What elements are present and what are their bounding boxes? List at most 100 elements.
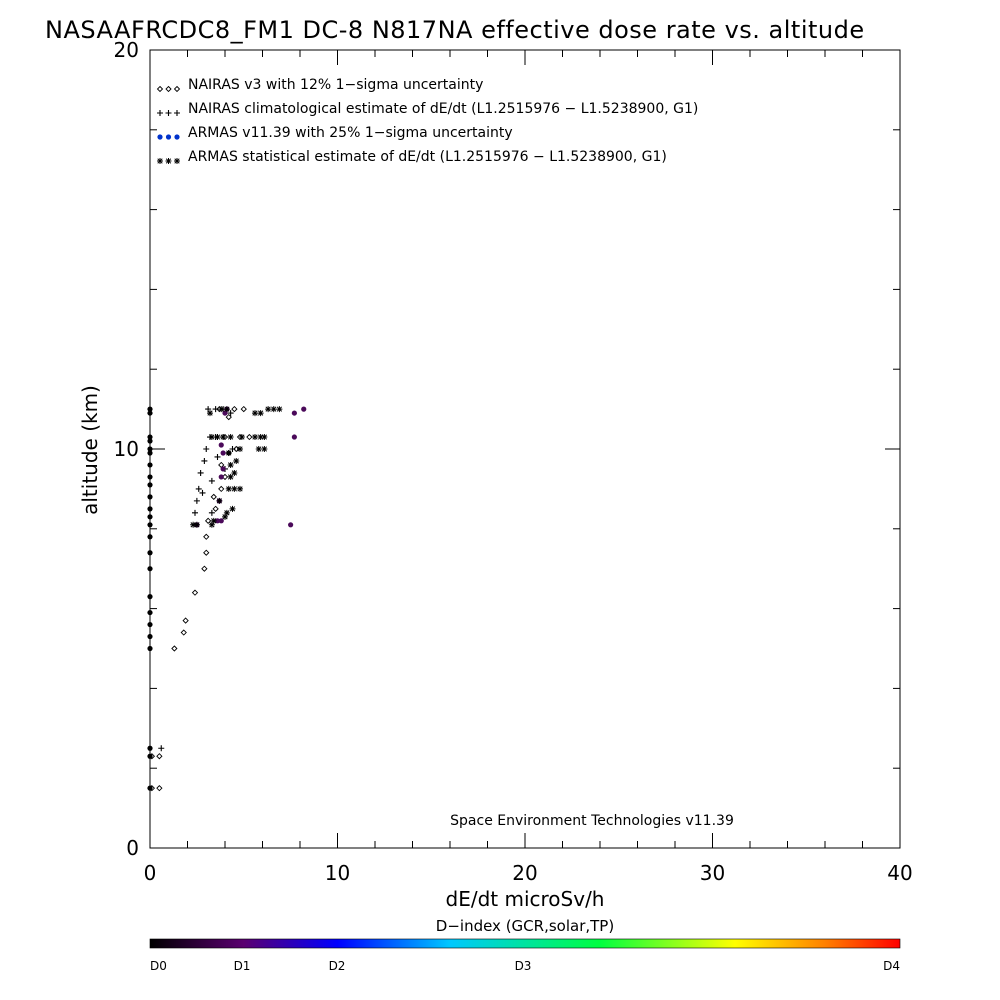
nairas-v3-point [225, 413, 232, 421]
y-tick-label: 0 [126, 836, 139, 860]
colorbar-tick-label: D2 [329, 959, 346, 973]
armas-statistical-point [257, 410, 264, 417]
x-tick-label: 40 [887, 861, 912, 885]
armas-point [147, 438, 153, 444]
legend-marker [165, 85, 172, 93]
legend-entry-armas-statistical: ARMAS statistical estimate of dE/dt (L1.… [157, 149, 667, 165]
x-axis-title: dE/dt microSv/h [446, 887, 605, 911]
armas-statistical-point [218, 406, 225, 413]
x-tick-label: 20 [512, 861, 537, 885]
armas-statistical-point [261, 446, 268, 452]
legend-marker [165, 134, 172, 140]
armas-point [147, 785, 153, 791]
legend-entry-armas-v11: ARMAS v11.39 with 25% 1−sigma uncertaint… [157, 125, 513, 141]
y-axis-title: altitude (km) [78, 385, 102, 515]
armas-point [147, 566, 153, 572]
nairas-climatological-point [214, 453, 221, 460]
colorbar-title: D−index (GCR,solar,TP) [436, 917, 614, 935]
armas-point [214, 518, 221, 524]
credit-text: Space Environment Technologies v11.39 [450, 813, 734, 829]
nairas-v3-point [240, 405, 247, 413]
axis-ticks [150, 50, 900, 848]
nairas-v3-point [203, 549, 210, 556]
legend-label: NAIRAS climatological estimate of dE/dt … [188, 101, 698, 117]
y-tick-label: 20 [114, 38, 139, 62]
armas-statistical-point [214, 434, 221, 441]
armas-point [147, 462, 153, 468]
x-tick-label: 0 [144, 861, 157, 885]
legend-marker [165, 158, 172, 164]
axis-tick-labels: 0 10 20 30 40 0 10 20 [114, 38, 913, 885]
armas-statistical-point [252, 434, 258, 441]
armas-statistical-point [238, 434, 245, 441]
nairas-climatological-point [227, 410, 234, 417]
nairas-v3-point [231, 405, 238, 413]
nairas-v3-point [246, 433, 253, 441]
armas-point [291, 434, 297, 440]
armas-point [147, 745, 153, 751]
nairas-v3-point [156, 753, 163, 760]
legend-marker [174, 110, 180, 116]
armas-statistical-point [237, 446, 243, 452]
armas-point [147, 645, 153, 652]
armas-statistical-point [210, 517, 217, 524]
legend-marker [173, 85, 181, 93]
armas-statistical-point [255, 446, 262, 452]
colorbar-tick-label: D4 [883, 959, 900, 973]
armas-point [147, 450, 153, 456]
armas-point [147, 550, 153, 556]
armas-point [147, 621, 153, 628]
nairas-climatological-point [197, 469, 204, 476]
nairas-climatological-point [203, 446, 210, 452]
armas-statistical-point [231, 485, 238, 492]
colorbar [149, 938, 901, 949]
y-tick-label: 10 [114, 437, 139, 461]
armas-statistical-point [208, 434, 215, 441]
colorbar-tick-label: D1 [234, 959, 251, 973]
legend-marker [165, 110, 172, 116]
armas-point [220, 450, 226, 456]
nairas-climatological-point [158, 745, 165, 752]
armas-statistical-point [233, 457, 240, 464]
legend: NAIRAS v3 with 12% 1−sigma uncertainty NA… [156, 77, 698, 165]
nairas-v3-point [203, 533, 210, 540]
armas-point [147, 633, 153, 640]
legend-label: ARMAS statistical estimate of dE/dt (L1.… [188, 149, 667, 165]
armas-statistical-point [227, 473, 234, 480]
nairas-v3-point [233, 445, 240, 453]
armas-statistical-point [261, 434, 268, 441]
legend-marker [157, 158, 163, 164]
nairas-climatological-point [212, 406, 219, 413]
armas-statistical-point [227, 461, 234, 468]
armas-point [147, 522, 153, 528]
armas-point [147, 406, 153, 412]
nairas-v3-point [212, 505, 219, 512]
nairas-v3-point [218, 485, 225, 493]
armas-statistical-point [225, 449, 232, 456]
legend-marker [157, 110, 163, 116]
armas-point [288, 522, 294, 528]
nairas-v3-point [191, 589, 199, 596]
armas-point [291, 410, 297, 416]
nairas-climatological-point [199, 489, 206, 496]
nairas-v3-point [201, 565, 208, 572]
nairas-climatological-point [208, 477, 215, 484]
armas-statistical-point [190, 521, 197, 528]
x-tick-label: 30 [700, 861, 725, 885]
chart-title: NASAAFRCDC8_FM1 DC-8 N817NA effective do… [45, 16, 865, 44]
armas-point [218, 518, 224, 524]
nairas-climatological-point [201, 457, 208, 464]
legend-marker [174, 134, 180, 140]
armas-statistical-point [222, 513, 228, 520]
nairas-climatological-point [229, 446, 236, 452]
armas-statistical-point [270, 406, 277, 413]
armas-point [147, 506, 153, 512]
nairas-v3-point [210, 493, 217, 501]
armas-point [147, 594, 153, 600]
legend-entry-nairas-v3: NAIRAS v3 with 12% 1−sigma uncertainty [156, 77, 483, 93]
armas-statistical-point [265, 406, 272, 413]
armas-statistical-point [252, 410, 258, 417]
armas-statistical-point [225, 485, 232, 492]
legend-entry-nairas-climatological: NAIRAS climatological estimate of dE/dt … [157, 101, 698, 117]
